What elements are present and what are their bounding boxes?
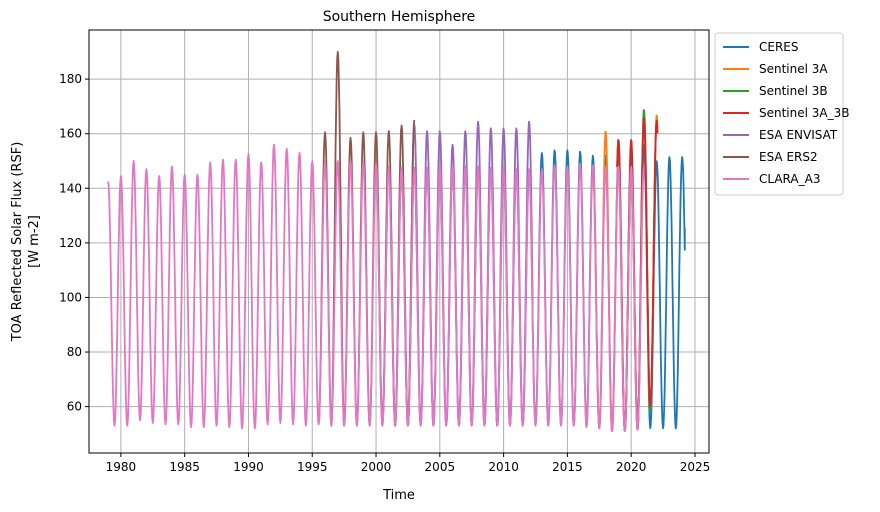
x-tick-label: 2020 (616, 460, 647, 474)
legend-label: CLARA_A3 (759, 172, 820, 186)
chart-title: Southern Hemisphere (323, 9, 476, 25)
series-lines (107, 50, 686, 433)
legend-label: CERES (759, 40, 799, 54)
x-tick-label: 2025 (680, 460, 711, 474)
legend-item: Sentinel 3A (723, 62, 828, 76)
legend-item: CLARA_A3 (723, 172, 820, 186)
y-tick-label: 120 (59, 236, 82, 250)
y-tick-label: 100 (59, 290, 82, 304)
legend-item: Sentinel 3A_3B (723, 106, 850, 120)
legend-box (714, 32, 844, 196)
series-line-clara-a3 (107, 143, 645, 433)
legend-label: ESA ENVISAT (759, 128, 838, 142)
legend-label: Sentinel 3A (759, 62, 828, 76)
y-axis-label-line-1: TOA Reflected Solar Flux (RSF) (10, 142, 25, 343)
y-axis-label-line-2: [W m-2] (27, 215, 42, 268)
y-tick-label: 180 (59, 72, 82, 86)
legend-item: ESA ENVISAT (723, 128, 838, 142)
y-axis-label: TOA Reflected Solar Flux (RSF) [W m-2] (10, 142, 42, 343)
y-tick-label: 160 (59, 127, 82, 141)
x-tick-label: 1985 (169, 460, 200, 474)
legend-item: ESA ERS2 (723, 150, 818, 164)
x-tick-label: 2015 (552, 460, 583, 474)
x-tick-label: 1990 (233, 460, 264, 474)
legend-label: Sentinel 3A_3B (759, 106, 850, 120)
x-tick-label: 2000 (361, 460, 392, 474)
legend-label: Sentinel 3B (759, 84, 828, 98)
legend: CERES Sentinel 3A Sentinel 3B Sentinel 3A_3… (714, 32, 850, 196)
x-axis-label: Time (382, 488, 415, 503)
x-tick-label: 2010 (488, 460, 519, 474)
x-tick-label: 1980 (106, 460, 137, 474)
legend-item: Sentinel 3B (723, 84, 828, 98)
y-axis-ticks: 60 80 100 120 140 160 180 (59, 72, 89, 414)
x-tick-label: 2005 (425, 460, 456, 474)
x-axis-ticks: 1980 1985 1990 1995 2000 2005 2010 2015 2020 2025 (106, 453, 711, 474)
plot-frame (88, 29, 710, 454)
x-tick-label: 1995 (297, 460, 328, 474)
legend-label: ESA ERS2 (759, 150, 818, 164)
y-tick-label: 140 (59, 181, 82, 195)
legend-item: CERES (723, 40, 799, 54)
y-tick-label: 80 (67, 345, 82, 359)
y-tick-label: 60 (67, 400, 82, 414)
